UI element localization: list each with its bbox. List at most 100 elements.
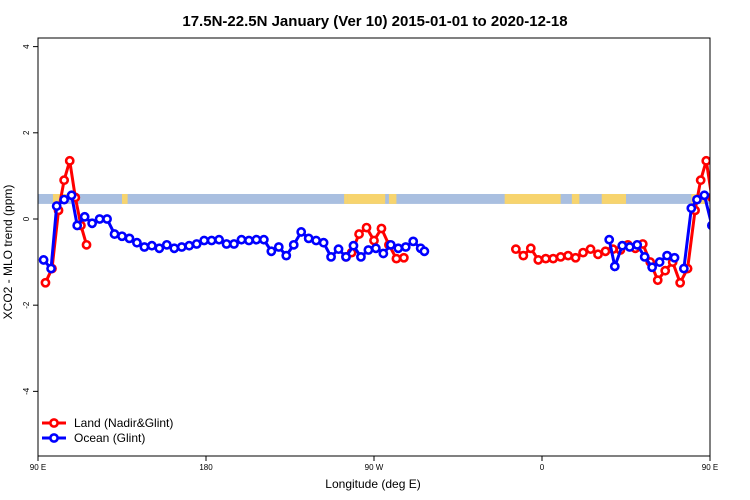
data-point xyxy=(632,239,643,250)
y-axis: -4 -2 0 2 4 xyxy=(22,44,38,395)
data-point xyxy=(647,262,658,273)
data-point xyxy=(281,250,292,261)
data-point xyxy=(333,244,344,255)
series-layer xyxy=(38,155,750,288)
data-point xyxy=(356,252,366,262)
data-point xyxy=(654,257,665,267)
y-tick-label: -4 xyxy=(22,387,31,395)
data-point xyxy=(341,252,351,262)
data-point xyxy=(326,252,336,262)
data-point xyxy=(525,243,536,254)
data-point xyxy=(400,242,411,252)
data-point xyxy=(66,190,77,201)
land-patch xyxy=(601,193,626,204)
land-patch xyxy=(504,193,561,204)
x-tick-label: 90 E xyxy=(30,463,46,472)
data-point xyxy=(652,275,663,286)
series-ocean xyxy=(38,190,750,274)
data-point xyxy=(563,250,574,261)
legend-swatch-marker xyxy=(49,433,59,443)
x-tick-label: 180 xyxy=(199,463,213,472)
data-point xyxy=(518,250,529,261)
series-line xyxy=(607,239,675,272)
series-line xyxy=(514,160,710,287)
data-point xyxy=(398,252,409,263)
data-point xyxy=(191,239,202,249)
y-tick-label: 0 xyxy=(22,216,31,221)
data-point xyxy=(169,243,180,254)
data-point xyxy=(585,244,596,255)
data-point xyxy=(51,201,62,211)
data-point xyxy=(376,223,387,234)
data-point xyxy=(540,253,551,264)
data-point xyxy=(59,194,70,205)
land-patch xyxy=(122,193,128,204)
y-axis-label: XCO2 - MLO trend (ppm) xyxy=(1,185,15,320)
data-point xyxy=(184,240,195,251)
data-point xyxy=(719,241,726,248)
data-point xyxy=(363,245,374,255)
data-point xyxy=(124,233,135,244)
data-point xyxy=(318,237,329,248)
data-point xyxy=(746,230,750,237)
data-point xyxy=(236,234,247,245)
data-point xyxy=(731,215,738,222)
land-patch xyxy=(571,193,580,204)
legend-label: Ocean (Glint) xyxy=(74,431,145,445)
data-point xyxy=(139,242,150,252)
land-mask-strip xyxy=(38,193,710,204)
data-point xyxy=(617,240,628,251)
data-point xyxy=(273,242,284,252)
data-point xyxy=(176,242,187,252)
data-point xyxy=(570,252,581,263)
x-axis: 90 E 180 90 W 0 90 E xyxy=(30,456,718,472)
data-point xyxy=(393,243,404,254)
data-point xyxy=(244,235,254,246)
data-point xyxy=(738,215,745,222)
data-point xyxy=(303,233,314,244)
data-point xyxy=(639,252,650,262)
data-point xyxy=(706,192,710,202)
data-point xyxy=(701,155,710,166)
x-tick-label: 90 W xyxy=(365,463,384,472)
data-point xyxy=(72,220,83,231)
data-point xyxy=(154,243,165,254)
data-point xyxy=(229,239,239,249)
data-point xyxy=(408,236,419,247)
data-point xyxy=(132,237,142,248)
data-point xyxy=(251,234,262,245)
data-point xyxy=(714,222,721,229)
data-point xyxy=(385,239,396,250)
data-point xyxy=(706,220,710,230)
data-point xyxy=(609,261,620,272)
data-point xyxy=(593,249,603,260)
data-point xyxy=(87,218,98,229)
data-point xyxy=(699,190,710,201)
data-point xyxy=(311,235,322,246)
chart-title: 17.5N-22.5N January (Ver 10) 2015-01-01 … xyxy=(182,13,567,30)
data-point xyxy=(221,239,232,249)
data-point xyxy=(199,235,210,246)
legend: Land (Nadir&Glint)Ocean (Glint) xyxy=(42,416,173,445)
land-patch xyxy=(347,193,386,204)
data-point xyxy=(578,247,588,258)
data-point xyxy=(662,250,672,261)
data-point xyxy=(716,213,723,220)
data-point xyxy=(391,253,402,264)
data-point xyxy=(660,265,671,276)
data-point xyxy=(604,234,615,245)
data-point xyxy=(161,239,172,250)
data-point xyxy=(624,242,635,252)
data-point xyxy=(38,255,49,265)
data-point xyxy=(533,255,544,265)
legend-label: Land (Nadir&Glint) xyxy=(74,416,173,430)
data-point xyxy=(600,246,611,257)
data-point xyxy=(555,252,566,262)
data-point xyxy=(548,253,559,264)
land-patch xyxy=(344,193,348,204)
data-point xyxy=(258,234,269,245)
data-point xyxy=(266,246,277,257)
data-point xyxy=(378,248,389,259)
data-point xyxy=(678,263,689,274)
land-patch xyxy=(388,193,397,204)
